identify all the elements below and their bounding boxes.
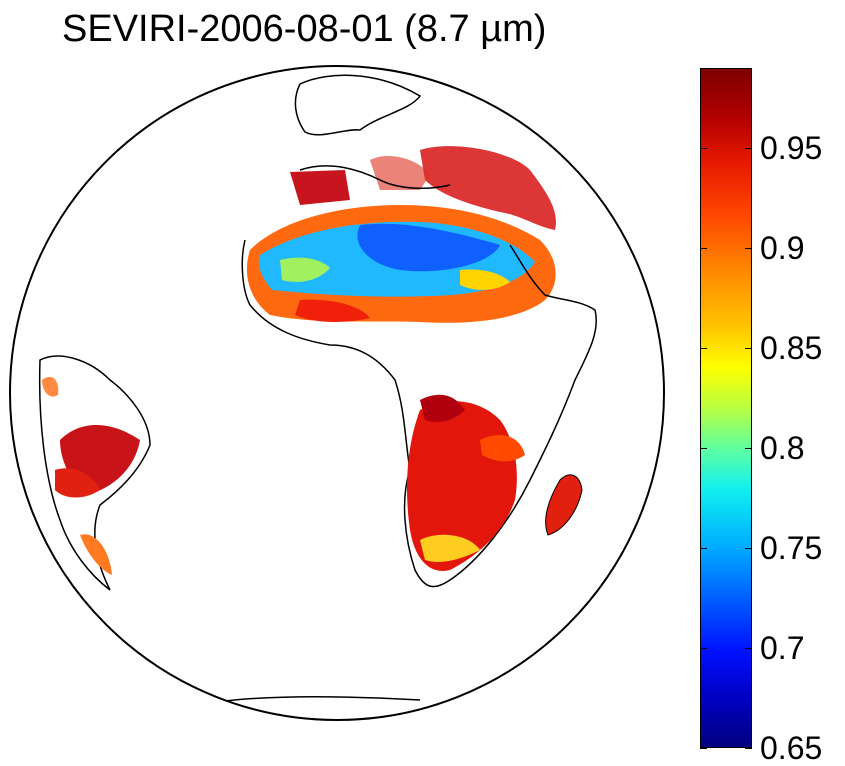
colorbar-tick-label: 0.75 [760, 530, 823, 566]
colorbar-tick-mark [700, 448, 707, 449]
colorbar-tick-mark [700, 348, 707, 349]
colorbar-tick-label: 0.8 [760, 430, 805, 466]
colorbar-tick-label: 0.9 [760, 230, 805, 266]
colorbar [700, 68, 752, 748]
colorbar-tick-mark [745, 548, 752, 549]
colorbar-tick-mark [745, 448, 752, 449]
map-title: SEVIRI-2006-08-01 (8.7 µm) [62, 8, 547, 50]
colorbar-tick-label: 0.7 [760, 630, 805, 666]
colorbar-tick-label: 0.95 [760, 130, 823, 166]
colorbar-tick-mark [745, 748, 752, 749]
colorbar-tick-mark [700, 748, 707, 749]
colorbar-tick-mark [700, 248, 707, 249]
colorbar-tick-mark [700, 648, 707, 649]
colorbar-tick-mark [700, 548, 707, 549]
south-america-region [38, 355, 151, 591]
southern-africa-region [407, 394, 525, 571]
colorbar-tick-mark [745, 248, 752, 249]
sahara-region [246, 205, 556, 323]
colorbar-tick-mark [745, 148, 752, 149]
colorbar-tick-label: 0.85 [760, 330, 823, 366]
colorbar-tick-label: 0.65 [760, 730, 823, 766]
colorbar-tick-mark [745, 648, 752, 649]
colorbar-tick-mark [700, 148, 707, 149]
europe-region [290, 74, 556, 230]
colorbar-tick-mark [745, 348, 752, 349]
madagascar-region [545, 474, 583, 536]
africa-coastline [241, 239, 597, 588]
